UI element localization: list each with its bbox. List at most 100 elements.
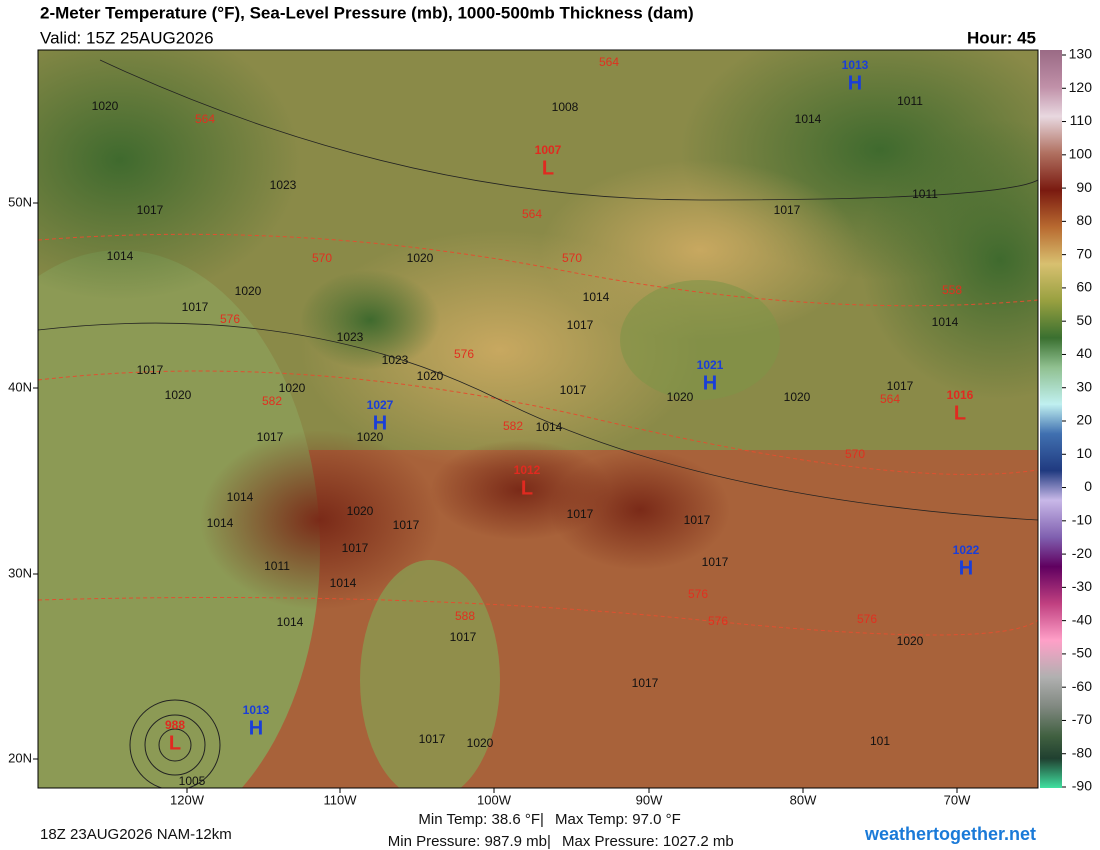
isobar-label: 1014 <box>795 112 822 126</box>
site-link[interactable]: weathertogether.net <box>864 824 1036 844</box>
colorbar-label: 70 <box>1076 245 1092 261</box>
isobar-label: 1017 <box>632 676 659 690</box>
lat-label: 20N <box>8 750 32 765</box>
isobar-label: 1020 <box>407 251 434 265</box>
separator: | <box>547 833 551 850</box>
isobar-label: 1017 <box>567 507 594 521</box>
separator: | <box>540 811 544 828</box>
thickness-label: 576 <box>688 587 708 601</box>
map-background <box>38 50 1038 788</box>
colorbar-label: 30 <box>1076 378 1092 394</box>
isobar-label: 1005 <box>179 774 206 788</box>
isobar-label: 1011 <box>897 94 923 108</box>
isobar-label: 1017 <box>137 363 164 377</box>
lat-label: 50N <box>8 194 32 209</box>
isobar-label: 1014 <box>277 615 304 629</box>
colorbar-label: 10 <box>1076 445 1092 461</box>
thickness-label: 576 <box>857 612 877 626</box>
colorbar-label: -50 <box>1072 645 1092 661</box>
isobar-label: 1017 <box>887 379 914 393</box>
map-frame <box>37 49 1039 789</box>
pressure-value: 1012 <box>514 463 541 477</box>
isobar-label: 1017 <box>419 732 446 746</box>
thickness-label: 576 <box>454 347 474 361</box>
colorbar-label: -30 <box>1072 578 1092 594</box>
lat-label: 40N <box>8 379 32 394</box>
colorbar-label: 120 <box>1069 79 1093 95</box>
isobar-label: 1020 <box>667 390 694 404</box>
isobar-label: 1014 <box>227 490 254 504</box>
isobar-label: 1014 <box>932 315 959 329</box>
colorbar-label: -10 <box>1072 512 1092 528</box>
thickness-label: 564 <box>195 112 215 126</box>
thickness-label: 570 <box>562 251 582 265</box>
pressure-center: H <box>249 717 263 739</box>
isobar-label: 1023 <box>270 178 297 192</box>
pressure-center: H <box>703 372 717 394</box>
colorbar-label: 0 <box>1084 478 1092 494</box>
colorbar-label: -80 <box>1072 744 1092 760</box>
pressure-center: H <box>373 412 387 434</box>
isobar-label: 1020 <box>235 284 262 298</box>
colorbar-label: 80 <box>1076 212 1092 228</box>
colorbar-label: 110 <box>1070 112 1093 128</box>
lon-label: 100W <box>477 792 512 807</box>
isobar-label: 1017 <box>560 383 587 397</box>
pressure-value: 1013 <box>842 58 869 72</box>
thickness-label: 570 <box>845 447 865 461</box>
isobar-label: 1017 <box>342 541 369 555</box>
colorbar-label: 20 <box>1076 412 1092 428</box>
isobar-label: 1020 <box>784 390 811 404</box>
map-title: 2-Meter Temperature (°F), Sea-Level Pres… <box>40 3 694 22</box>
isobar-label: 1020 <box>279 381 306 395</box>
lon-label: 90W <box>636 792 663 807</box>
isobar-label: 1017 <box>702 555 729 569</box>
min-pressure: Min Pressure: 987.9 mb <box>388 833 547 850</box>
forecast-hour: Hour: 45 <box>967 28 1036 47</box>
pressure-center: L <box>169 732 181 754</box>
isobar-label: 1014 <box>107 249 134 263</box>
lon-label: 70W <box>944 792 971 807</box>
pressure-value: 1016 <box>947 388 974 402</box>
colorbar-label: -40 <box>1072 611 1092 627</box>
colorbar-label: -90 <box>1072 778 1092 794</box>
lon-label: 110W <box>324 792 358 807</box>
thickness-label: 564 <box>880 392 900 406</box>
max-pressure: Max Pressure: 1027.2 mb <box>562 833 734 850</box>
isobar-label: 1017 <box>393 518 420 532</box>
pressure-center: H <box>959 557 973 579</box>
colorbar-label: 130 <box>1069 46 1093 62</box>
isobar-label: 1011 <box>264 559 290 573</box>
isobar-label: 1020 <box>92 99 119 113</box>
thickness-label: 570 <box>312 251 332 265</box>
max-temp: Max Temp: 97.0 °F <box>555 811 681 828</box>
lon-label: 120W <box>170 792 205 807</box>
isobar-label: 1020 <box>417 369 444 383</box>
isobar-label: 1014 <box>207 516 234 530</box>
colorbar-label: -70 <box>1072 711 1092 727</box>
thickness-label: 576 <box>708 614 728 628</box>
isobar-label: 1014 <box>330 576 357 590</box>
thickness-label: 576 <box>220 312 240 326</box>
isobar-label: 1008 <box>552 100 579 114</box>
colorbar-label: 50 <box>1076 312 1092 328</box>
thickness-label: 588 <box>455 609 475 623</box>
isobar-label: 1023 <box>382 353 409 367</box>
isobar-label: 1017 <box>567 318 594 332</box>
pressure-value: 1021 <box>697 358 724 372</box>
thickness-label: 558 <box>942 283 962 297</box>
lon-label: 80W <box>790 792 817 807</box>
pressure-center: L <box>542 157 554 179</box>
thickness-label: 582 <box>262 394 282 408</box>
isobar-label: 1017 <box>182 300 209 314</box>
isobar-label: 1017 <box>774 203 801 217</box>
isobar-label: 1020 <box>165 388 192 402</box>
colorbar-label: 40 <box>1076 345 1092 361</box>
colorbar-label: -20 <box>1072 545 1092 561</box>
isobar-label: 101 <box>870 734 890 748</box>
thickness-label: 582 <box>503 419 523 433</box>
model-run: 18Z 23AUG2026 NAM-12km <box>40 826 232 843</box>
pressure-value: 1007 <box>535 143 562 157</box>
pressure-center: L <box>521 477 533 499</box>
